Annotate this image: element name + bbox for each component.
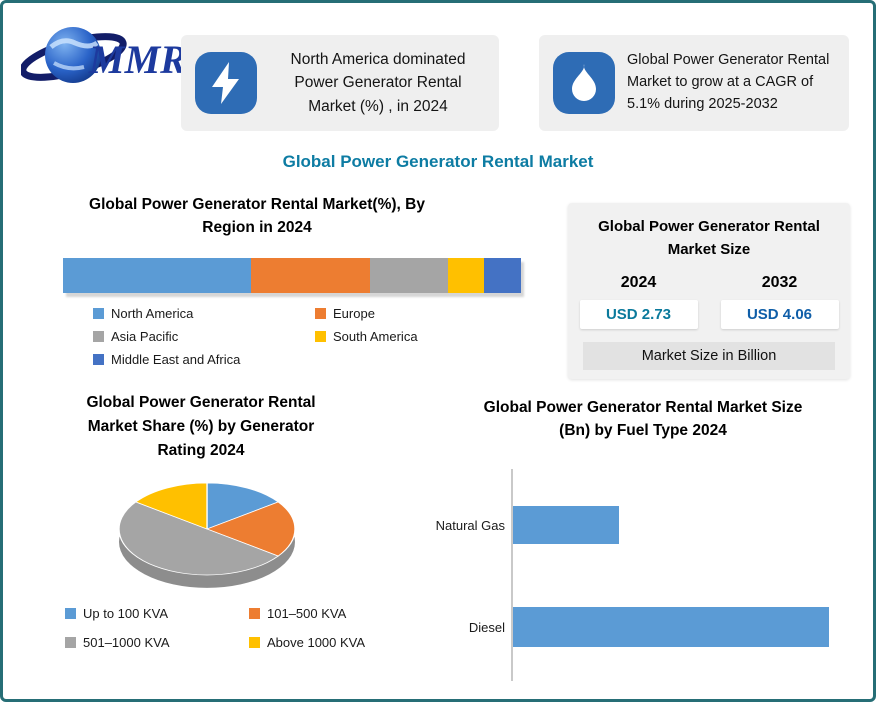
market-size-column-2032: 2032 USD 4.06 xyxy=(716,274,844,329)
pie-chart xyxy=(99,469,319,603)
region-chart-title: Global Power Generator Rental Market(%),… xyxy=(89,196,425,237)
legend-swatch xyxy=(93,354,104,365)
region-bar-segment xyxy=(447,258,485,293)
mmr-logo: MMR xyxy=(19,13,191,101)
year-label: 2024 xyxy=(620,274,657,291)
logo-text: MMR xyxy=(88,37,187,82)
region-bar-segment xyxy=(63,258,251,293)
pie-slice xyxy=(205,501,296,557)
legend-swatch xyxy=(315,331,326,342)
legend-swatch xyxy=(249,608,260,619)
pie-chart-graphic xyxy=(118,482,296,588)
callout-north-america: North America dominated Power Generator … xyxy=(181,35,499,131)
region-bar-segment xyxy=(250,258,370,293)
legend-label: Europe xyxy=(333,306,375,321)
legend-swatch xyxy=(315,308,326,319)
legend-label: 101–500 KVA xyxy=(267,606,347,621)
legend-swatch xyxy=(93,308,104,319)
legend-label: Middle East and Africa xyxy=(111,352,241,367)
legend-item: 101–500 KVA xyxy=(249,606,405,621)
year-label: 2032 xyxy=(761,274,798,291)
legend-swatch xyxy=(249,637,260,648)
pie-slice xyxy=(118,501,280,576)
pie-slice xyxy=(134,482,208,530)
fuel-chart-axis xyxy=(511,469,513,681)
legend-label: North America xyxy=(111,306,194,321)
region-stacked-bar xyxy=(63,258,521,293)
market-size-footer: Market Size in Billion xyxy=(583,342,835,370)
pie-chart-title: Global Power Generator Rental Market Sha… xyxy=(86,394,316,460)
fuel-category-label: Diesel xyxy=(468,619,505,635)
globe-logo-graphic: MMR xyxy=(19,27,187,83)
legend-item: Up to 100 KVA xyxy=(65,606,249,621)
market-size-value-2024: USD 2.73 xyxy=(579,300,698,329)
pie-legend: Up to 100 KVA 101–500 KVA 501–1000 KVA Abov… xyxy=(65,606,405,650)
market-size-title: Global Power Generator Rental Market Siz… xyxy=(598,218,820,258)
legend-label: 501–1000 KVA xyxy=(83,635,170,650)
callout-north-america-text: North America dominated Power Generator … xyxy=(290,51,466,115)
pie-slice xyxy=(206,482,280,530)
legend-item: Middle East and Africa xyxy=(93,352,315,367)
market-size-value-2032: USD 4.06 xyxy=(720,300,839,329)
page-title: Global Power Generator Rental Market xyxy=(282,152,594,171)
legend-item: 501–1000 KVA xyxy=(65,635,249,650)
fuel-bar xyxy=(513,506,619,544)
legend-item: Asia Pacific xyxy=(93,329,315,344)
legend-swatch xyxy=(93,331,104,342)
market-size-box: Global Power Generator Rental Market Siz… xyxy=(568,203,850,379)
fuel-row: Natural Gas xyxy=(423,506,836,544)
legend-swatch xyxy=(65,608,76,619)
legend-label: Up to 100 KVA xyxy=(83,606,169,621)
fuel-bar-chart: Natural Gas Diesel xyxy=(423,466,836,684)
fuel-row: Diesel xyxy=(423,607,836,647)
region-legend: North America Europe Asia Pacific South Ame… xyxy=(93,306,513,367)
legend-item: North America xyxy=(93,306,315,321)
flame-icon xyxy=(553,52,615,114)
legend-label: Above 1000 KVA xyxy=(267,635,366,650)
legend-item: Above 1000 KVA xyxy=(249,635,405,650)
fuel-bar xyxy=(513,607,829,647)
region-bar-segment xyxy=(369,258,448,293)
fuel-category-label: Natural Gas xyxy=(435,517,505,533)
callout-cagr-text: Global Power Generator Rental Market to … xyxy=(627,52,830,112)
callout-cagr: Global Power Generator Rental Market to … xyxy=(539,35,849,131)
legend-label: Asia Pacific xyxy=(111,329,179,344)
legend-item: South America xyxy=(315,329,513,344)
legend-swatch xyxy=(65,637,76,648)
lightning-icon xyxy=(195,52,257,114)
legend-label: South America xyxy=(333,329,418,344)
region-bar-segment xyxy=(484,258,521,293)
market-size-column-2024: 2024 USD 2.73 xyxy=(575,274,703,329)
legend-item: Europe xyxy=(315,306,513,321)
fuel-chart-title: Global Power Generator Rental Market Siz… xyxy=(483,399,803,440)
